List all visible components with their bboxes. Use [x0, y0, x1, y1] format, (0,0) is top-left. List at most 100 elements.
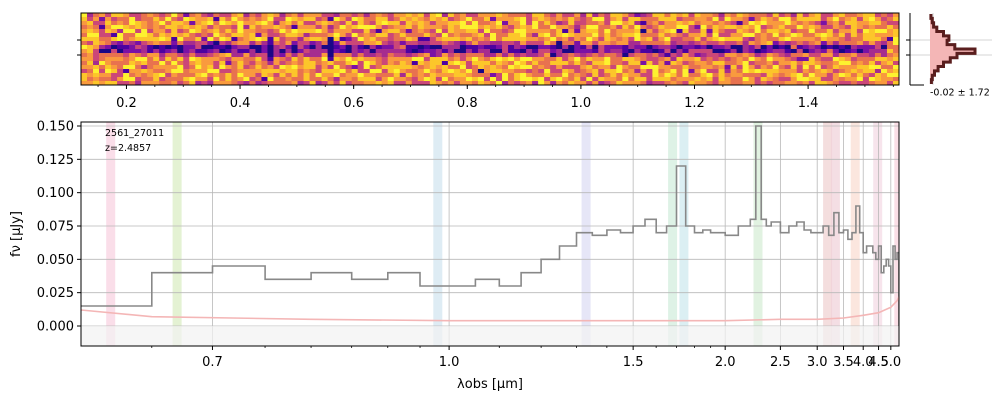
heatmap-cell	[634, 81, 641, 85]
heatmap-cell	[363, 57, 371, 62]
heatmap-cell	[820, 29, 828, 34]
emission-line-band	[581, 122, 591, 346]
heatmap-cell	[538, 45, 545, 50]
heatmap-cell	[532, 13, 539, 18]
heatmap-cell	[496, 21, 503, 26]
heatmap-cell	[231, 25, 238, 30]
heatmap-cell	[886, 45, 894, 50]
heatmap-cell	[339, 13, 347, 18]
heatmap-cell	[195, 77, 202, 82]
heatmap-cell	[766, 69, 774, 74]
heatmap-cell	[177, 81, 184, 85]
heatmap-cell	[471, 81, 479, 85]
heatmap-cell	[303, 25, 311, 30]
heatmap-cell	[423, 13, 431, 18]
heatmap-cell	[243, 17, 251, 22]
heatmap-cell	[700, 57, 708, 62]
heatmap-cell	[652, 73, 660, 78]
heatmap-cell	[550, 17, 557, 22]
heatmap-cell	[856, 73, 864, 78]
heatmap-cell	[261, 65, 269, 70]
heatmap-cell	[87, 45, 94, 50]
heatmap-cell	[718, 37, 726, 42]
heatmap-cell	[598, 29, 605, 34]
heatmap-cell	[297, 69, 305, 74]
heatmap-cell	[802, 53, 810, 58]
heatmap-cell	[652, 41, 660, 46]
heatmap-cell	[165, 29, 172, 34]
heatmap-cell	[333, 21, 341, 26]
heatmap-cell	[586, 33, 593, 38]
heatmap-cell	[123, 73, 130, 78]
heatmap-cell	[718, 33, 726, 38]
heatmap-cell	[261, 45, 269, 50]
heatmap-cell	[598, 37, 605, 42]
heatmap-cell	[718, 77, 726, 82]
heatmap-cell	[309, 49, 317, 54]
heatmap-cell	[405, 73, 413, 78]
heatmap-cell	[447, 25, 455, 30]
heatmap-cell	[574, 69, 581, 74]
heatmap-cell	[333, 29, 341, 34]
heatmap-cell	[562, 81, 569, 85]
heatmap-cell	[243, 57, 251, 62]
heatmap-cell	[646, 49, 653, 54]
heatmap-cell	[285, 57, 293, 62]
heatmap-cell	[694, 33, 702, 38]
heatmap-cell	[339, 57, 347, 62]
heatmap-cell	[171, 57, 178, 62]
heatmap-cell	[766, 13, 774, 18]
heatmap-cell	[423, 53, 431, 58]
heatmap-cell	[790, 17, 798, 22]
heatmap-cell	[273, 77, 281, 82]
heatmap-cell	[676, 29, 684, 34]
heatmap-cell	[165, 17, 172, 22]
heatmap-cell	[291, 77, 299, 82]
heatmap-cell	[435, 33, 443, 38]
heatmap-cell	[652, 81, 660, 85]
heatmap-cell	[267, 49, 275, 54]
heatmap-cell	[219, 53, 226, 58]
heatmap-cell	[417, 41, 425, 46]
heatmap-cell	[514, 69, 521, 74]
heatmap-cell	[357, 77, 365, 82]
heatmap-cell	[814, 37, 822, 42]
heatmap-cell	[207, 69, 214, 74]
heatmap-cell	[141, 69, 148, 74]
heatmap-cell	[694, 65, 702, 70]
heatmap-cell	[321, 61, 329, 66]
heatmap-cell	[471, 49, 479, 54]
heatmap-cell	[646, 25, 653, 30]
heatmap-cell	[411, 65, 419, 70]
heatmap-cell	[586, 53, 593, 58]
heatmap-cell	[243, 21, 251, 26]
heatmap-cell	[496, 77, 503, 82]
heatmap-cell	[760, 53, 768, 58]
heatmap-cell	[261, 29, 269, 34]
heatmap-cell	[784, 37, 792, 42]
heatmap-cell	[790, 69, 798, 74]
heatmap-cell	[652, 37, 660, 42]
heatmap-cell	[435, 77, 443, 82]
heatmap-cell	[465, 37, 473, 42]
heatmap-cell	[429, 49, 437, 54]
heatmap-cell	[754, 69, 762, 74]
heatmap-cell	[315, 13, 323, 18]
heatmap-cell	[880, 69, 888, 74]
heatmap-cell	[544, 25, 551, 30]
heatmap-cell	[297, 17, 305, 22]
heatmap-cell	[387, 21, 395, 26]
heatmap-cell	[363, 53, 371, 58]
heatmap-cell	[808, 13, 816, 18]
heatmap-cell	[622, 17, 629, 22]
heatmap-cell	[670, 29, 678, 34]
heatmap-cell	[207, 81, 214, 85]
heatmap-cell	[213, 77, 220, 82]
heatmap-cell	[832, 45, 840, 50]
heatmap-cell	[526, 17, 533, 22]
heatmap-cell	[237, 69, 244, 74]
heatmap-cell	[471, 77, 479, 82]
heatmap-cell	[441, 33, 449, 38]
heatmap-cell	[105, 61, 112, 66]
heatmap-cell	[862, 57, 870, 62]
